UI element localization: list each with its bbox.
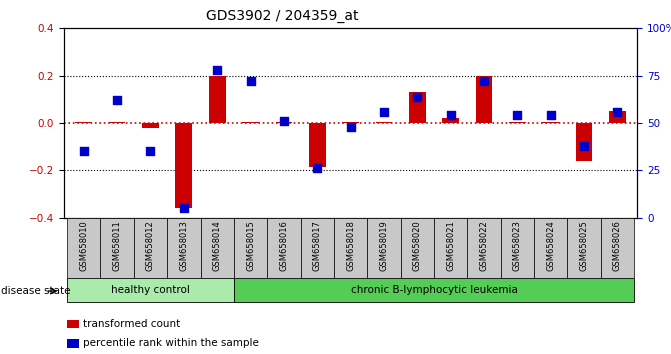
Point <box>512 113 523 118</box>
Bar <box>601 218 634 278</box>
Text: GSM658024: GSM658024 <box>546 220 555 271</box>
Bar <box>442 118 459 123</box>
Bar <box>568 218 601 278</box>
Point <box>446 113 456 118</box>
Text: GSM658013: GSM658013 <box>179 220 189 271</box>
Text: GSM658022: GSM658022 <box>480 220 488 271</box>
Text: GSM658015: GSM658015 <box>246 220 255 271</box>
Bar <box>576 123 592 161</box>
Bar <box>542 122 559 123</box>
Point <box>145 149 156 154</box>
Bar <box>376 122 393 123</box>
Point <box>578 143 589 149</box>
Bar <box>534 218 568 278</box>
Bar <box>609 111 626 123</box>
Bar <box>209 76 225 123</box>
Bar <box>367 218 401 278</box>
Bar <box>75 122 92 123</box>
Text: GSM658021: GSM658021 <box>446 220 455 271</box>
Text: GSM658016: GSM658016 <box>279 220 289 271</box>
Bar <box>167 218 201 278</box>
Bar <box>201 218 234 278</box>
Point <box>546 113 556 118</box>
Bar <box>242 122 259 123</box>
Bar <box>334 218 367 278</box>
Bar <box>134 218 167 278</box>
Point <box>212 67 223 73</box>
Text: percentile rank within the sample: percentile rank within the sample <box>83 338 259 348</box>
Text: chronic B-lymphocytic leukemia: chronic B-lymphocytic leukemia <box>350 285 517 295</box>
Text: disease state: disease state <box>1 286 71 296</box>
Text: GSM658025: GSM658025 <box>580 220 588 271</box>
Bar <box>301 218 334 278</box>
Bar <box>434 218 467 278</box>
Text: GSM658011: GSM658011 <box>113 220 121 271</box>
Bar <box>467 218 501 278</box>
Text: GSM658014: GSM658014 <box>213 220 221 271</box>
Point <box>79 149 89 154</box>
Text: GDS3902 / 204359_at: GDS3902 / 204359_at <box>205 9 358 23</box>
Text: healthy control: healthy control <box>111 285 190 295</box>
Bar <box>342 122 359 123</box>
Bar <box>401 218 434 278</box>
Text: transformed count: transformed count <box>83 319 180 329</box>
Bar <box>234 278 634 302</box>
Bar <box>501 218 534 278</box>
Point <box>112 97 123 103</box>
Point <box>412 94 423 99</box>
Bar <box>234 218 267 278</box>
Point <box>612 109 623 114</box>
Text: GSM658023: GSM658023 <box>513 220 522 271</box>
Bar <box>476 76 493 123</box>
Point <box>345 124 356 130</box>
Bar <box>409 92 425 123</box>
Text: GSM658026: GSM658026 <box>613 220 622 271</box>
Bar <box>309 123 325 167</box>
Bar <box>276 122 293 123</box>
Point <box>278 118 289 124</box>
Bar <box>109 122 125 123</box>
Point <box>312 166 323 171</box>
Point <box>378 109 389 114</box>
Bar <box>67 218 101 278</box>
Text: GSM658012: GSM658012 <box>146 220 155 271</box>
Text: GSM658020: GSM658020 <box>413 220 422 271</box>
Text: GSM658017: GSM658017 <box>313 220 321 271</box>
Bar <box>176 123 192 208</box>
Point <box>245 79 256 84</box>
Bar <box>509 122 525 123</box>
Text: GSM658010: GSM658010 <box>79 220 89 271</box>
Bar <box>101 218 134 278</box>
Bar <box>67 278 234 302</box>
Point <box>178 205 189 211</box>
Text: GSM658018: GSM658018 <box>346 220 355 271</box>
Bar <box>142 123 159 128</box>
Bar <box>267 218 301 278</box>
Point <box>478 79 489 84</box>
Text: GSM658019: GSM658019 <box>380 220 389 271</box>
